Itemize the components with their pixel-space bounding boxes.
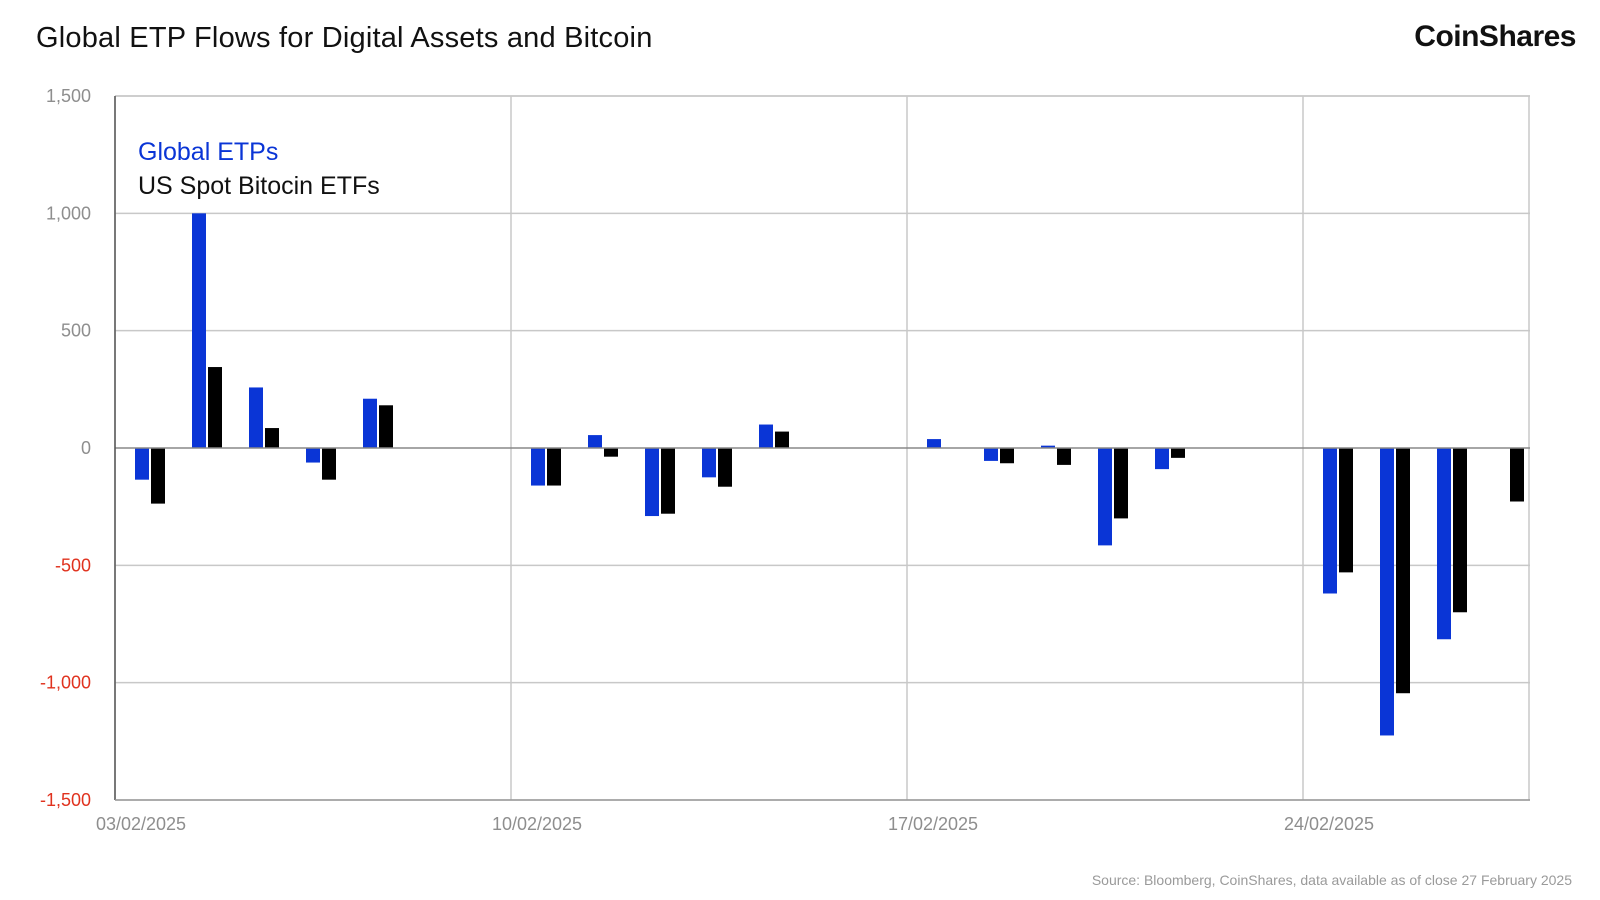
bar-us-spot-bitcoin-etfs: US Spot Bitocin ETFs 21/02/2025: -42: [1171, 448, 1185, 458]
axis-layer: 1,500 1,000 500 0 -500 -1,000 -1,50003/02/2025…: [40, 86, 1530, 834]
bar-us-spot-bitcoin-etfs: US Spot Bitocin ETFs 13/02/2025: -165: [718, 448, 732, 487]
y-tick-label: -1,000: [40, 673, 91, 693]
y-tick-label: 1,500: [46, 86, 91, 106]
brand-logo: CoinShares: [1414, 20, 1576, 53]
legend: Global ETPs US Spot Bitocin ETFs: [138, 138, 380, 200]
bar-global-etps: Global ETPs 04/02/2025: 1000: [192, 213, 206, 448]
bar-us-spot-bitcoin-etfs: US Spot Bitocin ETFs 03/02/2025: -237: [151, 448, 165, 504]
bar-us-spot-bitcoin-etfs: US Spot Bitocin ETFs 10/02/2025: -160: [547, 448, 561, 486]
bar-us-spot-bitcoin-etfs: US Spot Bitocin ETFs 27/02/2025: -228: [1510, 448, 1524, 502]
bar-global-etps: Global ETPs 14/02/2025: 100: [759, 424, 773, 448]
bar-global-etps: Global ETPs 25/02/2025: -1225: [1380, 448, 1394, 736]
bar-global-etps: Global ETPs 17/02/2025: 38: [927, 439, 941, 448]
bar-us-spot-bitcoin-etfs: US Spot Bitocin ETFs 26/02/2025: -700: [1453, 448, 1467, 613]
bar-us-spot-bitcoin-etfs: US Spot Bitocin ETFs 24/02/2025: -530: [1339, 448, 1353, 573]
y-tick-label: 500: [61, 321, 91, 341]
bar-global-etps: Global ETPs 24/02/2025: -620: [1323, 448, 1337, 594]
bar-global-etps: Global ETPs 19/02/2025: 10: [1041, 445, 1055, 448]
bar-global-etps: Global ETPs 26/02/2025: -815: [1437, 448, 1451, 640]
bar-us-spot-bitcoin-etfs: US Spot Bitocin ETFs 14/02/2025: 70: [775, 431, 789, 448]
bar-global-etps: Global ETPs 07/02/2025: 210: [363, 398, 377, 448]
x-tick-label: 10/02/2025: [492, 814, 582, 834]
bar-us-spot-bitcoin-etfs: US Spot Bitocin ETFs 12/02/2025: -280: [661, 448, 675, 514]
bar-us-spot-bitcoin-etfs: US Spot Bitocin ETFs 04/02/2025: 345: [208, 367, 222, 448]
bar-global-etps: Global ETPs 03/02/2025: -135: [135, 448, 149, 480]
bars-layer: Global ETPs 03/02/2025: -135US Spot Bito…: [135, 213, 1524, 736]
bar-global-etps: Global ETPs 18/02/2025: -55: [984, 448, 998, 461]
legend-entry-global-etps: Global ETPs: [138, 138, 278, 166]
bar-global-etps: Global ETPs 11/02/2025: 55: [588, 435, 602, 448]
bar-global-etps: Global ETPs 05/02/2025: 258: [249, 387, 263, 448]
x-tick-label: 17/02/2025: [888, 814, 978, 834]
bar-us-spot-bitcoin-etfs: US Spot Bitocin ETFs 06/02/2025: -135: [322, 448, 336, 480]
bar-us-spot-bitcoin-etfs: US Spot Bitocin ETFs 25/02/2025: -1045: [1396, 448, 1410, 694]
chart-title: Global ETP Flows for Digital Assets and …: [36, 22, 653, 54]
y-tick-label: 1,000: [46, 203, 91, 223]
bar-global-etps: Global ETPs 13/02/2025: -125: [702, 448, 716, 478]
y-tick-label: 0: [81, 438, 91, 458]
y-tick-label: -1,500: [40, 790, 91, 810]
x-tick-label: 24/02/2025: [1284, 814, 1374, 834]
bar-us-spot-bitcoin-etfs: US Spot Bitocin ETFs 05/02/2025: 85: [265, 428, 279, 448]
bar-global-etps: Global ETPs 10/02/2025: -160: [531, 448, 545, 486]
legend-entry-us-spot-bitcoin-etfs: US Spot Bitocin ETFs: [138, 172, 380, 200]
source-note: Source: Bloomberg, CoinShares, data avai…: [1091, 872, 1572, 888]
bar-us-spot-bitcoin-etfs: US Spot Bitocin ETFs 19/02/2025: -72: [1057, 448, 1071, 465]
bar-global-etps: Global ETPs 21/02/2025: -90: [1155, 448, 1169, 470]
bar-us-spot-bitcoin-etfs: US Spot Bitocin ETFs 11/02/2025: -37: [604, 448, 618, 457]
bar-us-spot-bitcoin-etfs: US Spot Bitocin ETFs 20/02/2025: -300: [1114, 448, 1128, 519]
x-tick-label: 03/02/2025: [96, 814, 186, 834]
bar-global-etps: Global ETPs 06/02/2025: -62: [306, 448, 320, 463]
y-tick-label: -500: [55, 555, 91, 575]
bar-global-etps: Global ETPs 12/02/2025: -290: [645, 448, 659, 517]
bar-us-spot-bitcoin-etfs: US Spot Bitocin ETFs 07/02/2025: 182: [379, 405, 393, 448]
bar-global-etps: Global ETPs 20/02/2025: -415: [1098, 448, 1112, 546]
bar-us-spot-bitcoin-etfs: US Spot Bitocin ETFs 18/02/2025: -65: [1000, 448, 1014, 464]
